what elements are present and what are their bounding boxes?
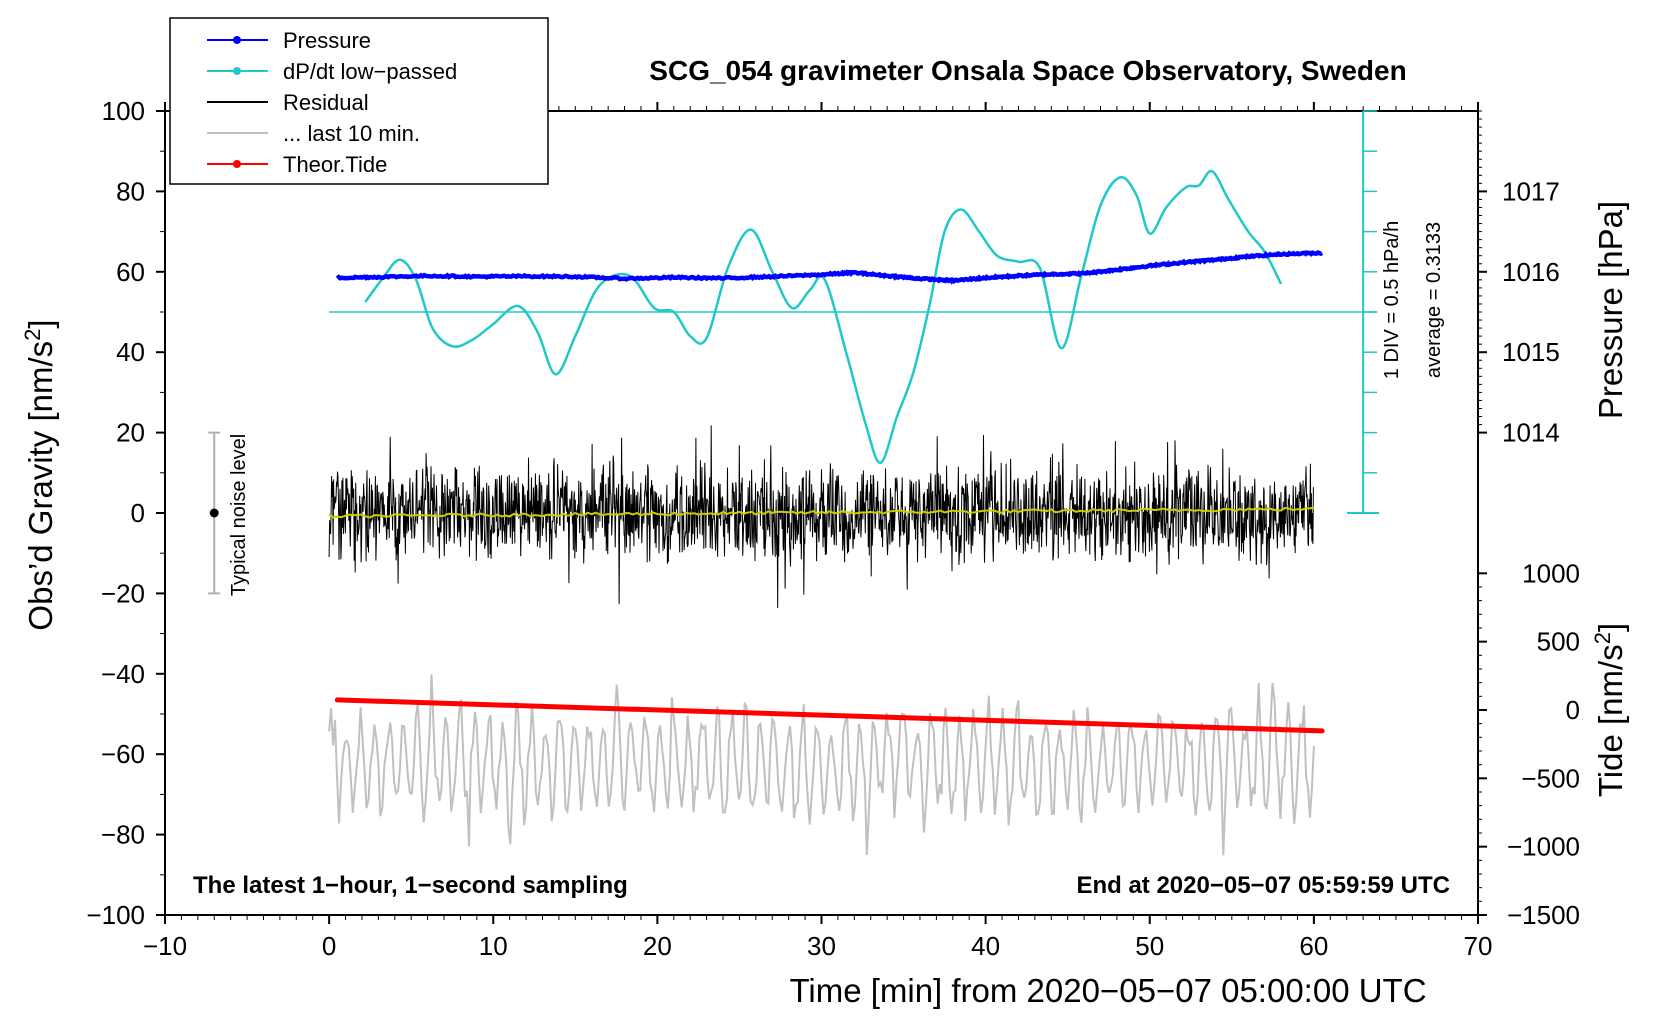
x-tick-label: 0: [322, 931, 336, 961]
y-tick-label: 40: [116, 337, 145, 367]
dpdt-average-label: average = 0.3133: [1423, 222, 1445, 378]
legend-label: Residual: [283, 90, 369, 115]
noise-level-bar: [208, 431, 221, 595]
legend-label: Pressure: [283, 28, 371, 53]
tide-tick-label: −1500: [1507, 900, 1580, 930]
x-tick-label: 60: [1299, 931, 1328, 961]
y-tick-label: −20: [101, 578, 145, 608]
y-axis-tide: −1500 −1000 −500 0 500 1000: [1478, 558, 1580, 930]
x-tick-label: 30: [807, 931, 836, 961]
y-tick-label: 100: [102, 96, 145, 126]
tide-tick-label: −500: [1521, 763, 1580, 793]
y-axis-gravity: −100 −80 −60 −40 −20 0 20 40 60 80 100: [86, 96, 165, 930]
legend-label: dP/dt low−passed: [283, 59, 457, 84]
x-tick-label: 50: [1135, 931, 1164, 961]
tide-tick-label: 1000: [1522, 558, 1580, 588]
end-time-note: End at 2020−05−07 05:59:59 UTC: [1076, 872, 1450, 899]
x-tick-label: −10: [143, 931, 187, 961]
x-tick-label: 10: [479, 931, 508, 961]
y-axis-pressure: 1014 1015 1016 1017: [1478, 110, 1560, 448]
tide-tick-label: 0: [1566, 695, 1580, 725]
legend: Pressure dP/dt low−passed Residual ... last…: [169, 17, 549, 185]
x-axis-title: Time [min] from 2020−05−07 05:00:00 UTC: [789, 972, 1426, 1009]
y-tick-label: 0: [131, 498, 145, 528]
x-tick-label: 20: [643, 931, 672, 961]
y-tick-label: 60: [116, 257, 145, 287]
legend-label: Theor.Tide: [283, 152, 387, 177]
y-tick-label: −80: [101, 820, 145, 850]
pressure-tick-label: 1014: [1502, 418, 1560, 448]
sampling-note: The latest 1−hour, 1−second sampling: [193, 872, 628, 899]
x-tick-label: 70: [1464, 931, 1493, 961]
tide-tick-label: −1000: [1507, 832, 1580, 862]
legend-label: ... last 10 min.: [283, 121, 420, 146]
tide-tick-label: 500: [1537, 627, 1580, 657]
pressure-tick-label: 1017: [1502, 176, 1560, 206]
y-axis-title-tide: Tide [nm/s2]: [1590, 623, 1629, 797]
legend-swatch-marker: [233, 67, 241, 75]
x-axis: −10 0 10 20 30 40 50 60 70: [143, 102, 1493, 961]
legend-swatch-marker: [233, 160, 241, 168]
y-tick-label: −100: [86, 900, 145, 930]
pressure-tick-label: 1016: [1502, 257, 1560, 287]
last-10-min-trace: [328, 674, 1315, 856]
noise-level-label: Typical noise level: [228, 434, 250, 596]
y-tick-label: 80: [116, 176, 145, 206]
pressure-tick-label: 1015: [1502, 337, 1560, 367]
x-tick-label: 40: [971, 931, 1000, 961]
y-tick-label: −60: [101, 739, 145, 769]
series-layer: [328, 169, 1378, 856]
residual-mean-trace: [328, 506, 1315, 519]
pressure-trace: [335, 249, 1324, 285]
noise-bar-center-dot: [209, 508, 219, 518]
y-tick-label: 20: [116, 418, 145, 448]
y-tick-label: −40: [101, 659, 145, 689]
chart-title: SCG_054 gravimeter Onsala Space Observat…: [649, 55, 1406, 86]
dpdt-scale: [1347, 110, 1380, 514]
residual-trace: [328, 425, 1314, 608]
y-axis-title-pressure: Pressure [hPa]: [1592, 201, 1629, 419]
theoretical-tide-trace: [334, 697, 1325, 734]
dpdt-trace: [364, 169, 1283, 465]
y-axis-title-gravity: Obs’d Gravity [nm/s2]: [20, 319, 59, 630]
dpdt-div-label: 1 DIV = 0.5 hPa/h: [1381, 221, 1403, 379]
legend-swatch-marker: [233, 36, 241, 44]
